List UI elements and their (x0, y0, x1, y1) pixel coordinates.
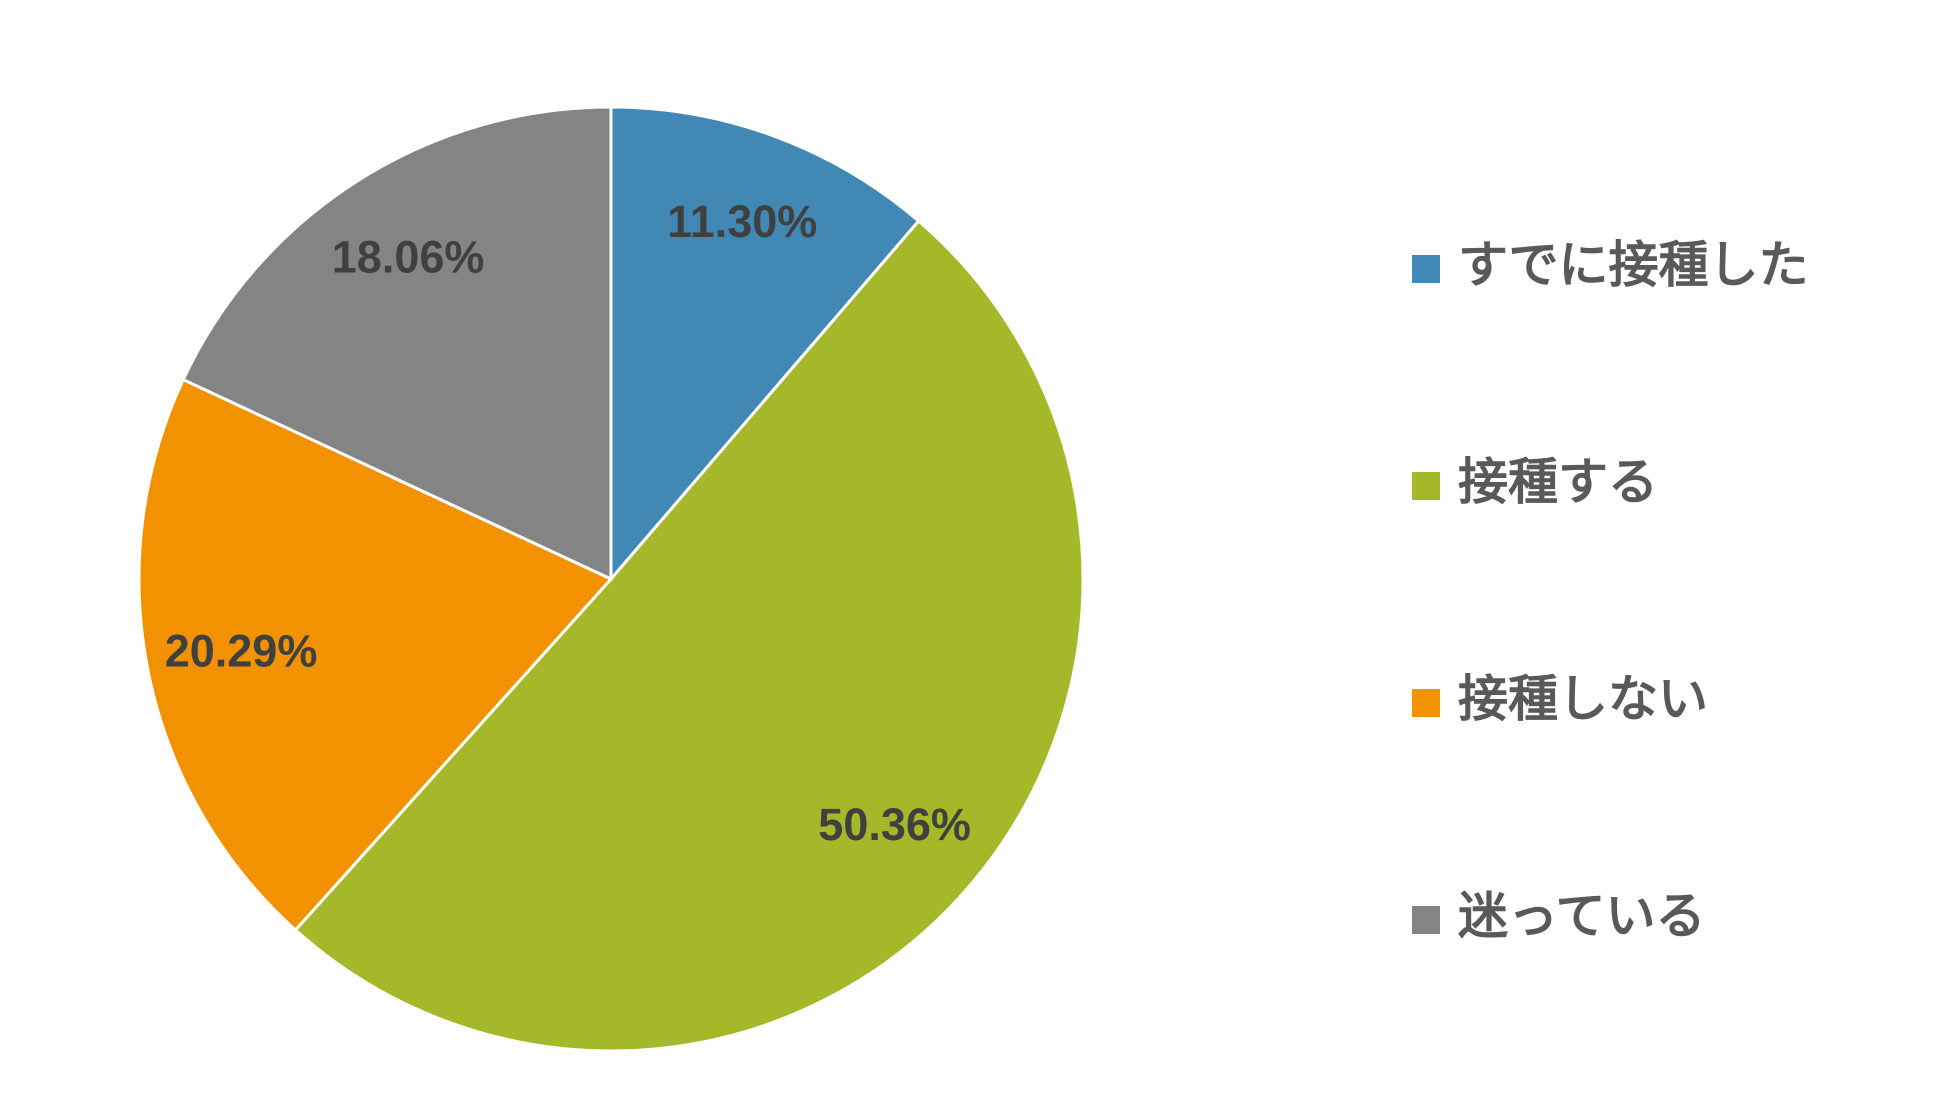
legend-label: 接種する (1458, 454, 1658, 510)
value-label: 18.06% (332, 231, 485, 282)
value-label: 20.29% (165, 625, 318, 676)
legend-label: 迷っている (1458, 888, 1706, 944)
legend-swatch (1412, 255, 1440, 283)
legend-swatch (1412, 472, 1440, 500)
pie-slice (293, 218, 1085, 1053)
legend-swatch (1412, 906, 1440, 934)
legend-swatch (1412, 689, 1440, 717)
value-label: 11.30% (667, 196, 817, 247)
legend-label: すでに接種した (1458, 237, 1809, 293)
pie-slice (137, 377, 614, 933)
value-label: 50.36% (818, 799, 971, 850)
legend-label: 接種しない (1458, 671, 1708, 727)
pie-slice (181, 105, 613, 582)
pie-slice (609, 105, 921, 584)
